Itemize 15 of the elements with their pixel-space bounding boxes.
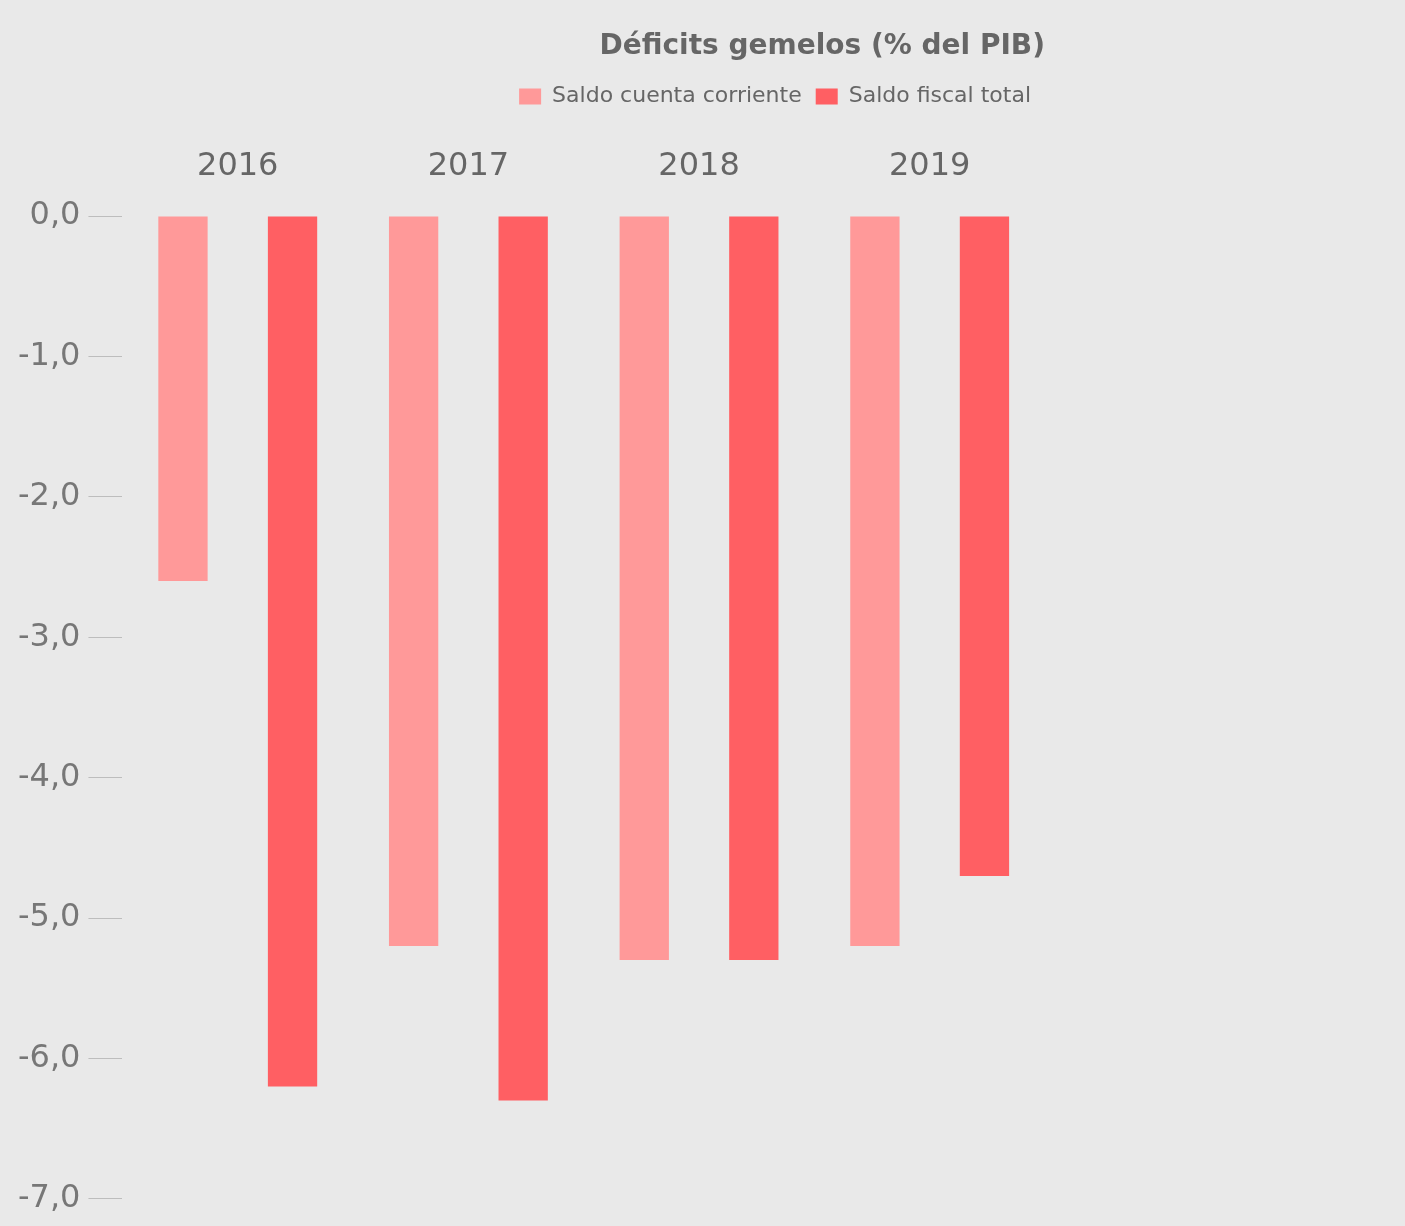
y-tick-label: -2,0 bbox=[18, 475, 81, 514]
x-tick-label: 2019 bbox=[888, 145, 971, 184]
x-tick-label: 2017 bbox=[427, 145, 510, 184]
chart-title: Déficits gemelos (% del PIB) bbox=[599, 28, 1045, 62]
x-tick-label: 2016 bbox=[197, 145, 279, 184]
y-tick-label: 0,0 bbox=[29, 194, 81, 233]
y-tick-label: -6,0 bbox=[18, 1036, 81, 1075]
legend-label: Saldo fiscal total bbox=[848, 82, 1032, 108]
y-tick-label: -5,0 bbox=[18, 896, 81, 935]
y-tick-label: -1,0 bbox=[18, 334, 81, 373]
y-tick-label: -4,0 bbox=[18, 755, 81, 794]
legend-label: Saldo cuenta corriente bbox=[552, 82, 802, 108]
y-tick-label: -7,0 bbox=[18, 1177, 81, 1216]
x-tick-label: 2018 bbox=[658, 145, 740, 184]
y-tick-label: -3,0 bbox=[18, 615, 81, 654]
